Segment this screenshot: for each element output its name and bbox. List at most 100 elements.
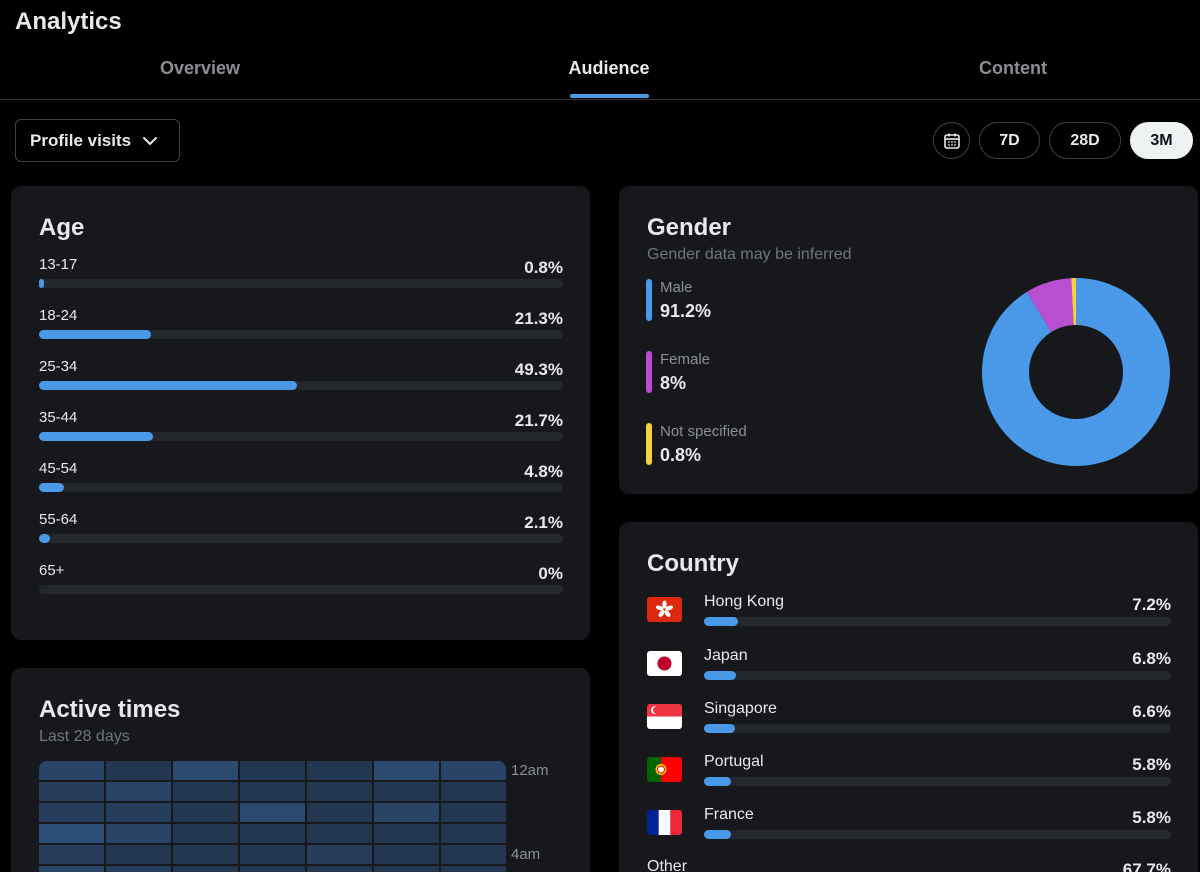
heatmap-cell <box>240 803 305 822</box>
donut-slice-not-specified <box>1071 278 1076 326</box>
country-bar-track <box>704 777 1171 786</box>
active-times-subtitle: Last 28 days <box>39 728 130 745</box>
heatmap-cell <box>39 866 104 872</box>
age-range-label: 18-24 <box>39 307 78 324</box>
heatmap-cell <box>39 824 104 843</box>
heatmap-cell <box>39 845 104 864</box>
age-bar-track <box>39 432 563 441</box>
country-name: Japan <box>704 647 748 664</box>
legend-label: Female <box>660 351 711 368</box>
heatmap-cell <box>106 866 171 872</box>
heatmap-cell <box>441 803 506 822</box>
country-bar-track <box>704 671 1171 680</box>
heatmap-cell <box>106 803 171 822</box>
heatmap-cell <box>374 782 439 801</box>
heatmap-cell <box>173 761 238 780</box>
legend-color-swatch <box>646 351 652 393</box>
country-bar-track <box>704 830 1171 839</box>
age-row: 45-54 4.8% <box>39 460 563 500</box>
country-bar-fill <box>704 617 738 626</box>
heatmap-cell <box>307 803 372 822</box>
heatmap-cell <box>374 803 439 822</box>
age-row: 25-34 49.3% <box>39 358 563 398</box>
age-range-label: 35-44 <box>39 409 78 426</box>
heatmap-cell <box>307 782 372 801</box>
heatmap-cell <box>441 866 506 872</box>
age-row: 55-64 2.1% <box>39 511 563 551</box>
tab-content[interactable]: Content <box>979 58 1047 78</box>
age-row: 18-24 21.3% <box>39 307 563 347</box>
country-bar-fill <box>704 830 732 839</box>
heatmap-cell <box>106 761 171 780</box>
singapore-flag-icon <box>647 704 682 729</box>
heatmap-cell <box>173 866 238 872</box>
country-name: Hong Kong <box>704 593 785 610</box>
heatmap-cell <box>173 782 238 801</box>
active-times-heatmap <box>39 761 506 872</box>
active-times-title: Active times <box>39 696 181 723</box>
tab-audience[interactable]: Audience <box>568 58 650 78</box>
heatmap-cell <box>374 845 439 864</box>
calendar-icon <box>943 133 960 149</box>
legend-value: 0.8% <box>660 445 702 465</box>
tab-overview[interactable]: Overview <box>159 58 241 78</box>
heatmap-cell <box>240 761 305 780</box>
metric-dropdown[interactable]: Profile visits <box>15 119 180 162</box>
age-bar-fill <box>39 381 298 390</box>
chevron-down-icon <box>143 136 158 145</box>
france-flag-icon <box>647 810 682 835</box>
legend-label: Male <box>660 279 693 296</box>
age-range-label: 13-17 <box>39 256 78 273</box>
heatmap-cell <box>441 824 506 843</box>
legend-label: Not specified <box>660 423 747 440</box>
age-row: 65+ 0% <box>39 562 563 602</box>
country-card: Country Hong Kong 7.2% Japan 6.8% <box>619 522 1198 872</box>
country-row-france: France 5.8% <box>647 806 1171 856</box>
country-pct: 6.6% <box>1132 702 1171 721</box>
hour-label-12am: 12am <box>511 762 549 779</box>
country-pct: 67.7% <box>1122 860 1171 872</box>
country-pct: 6.8% <box>1132 649 1171 668</box>
country-bar-fill <box>704 724 735 733</box>
heatmap-cell <box>39 761 104 780</box>
donut-slice-male <box>982 278 1170 466</box>
heatmap-cell <box>173 824 238 843</box>
age-row: 35-44 21.7% <box>39 409 563 449</box>
tab-bar: Overview Audience Content <box>0 50 1200 100</box>
heatmap-cell <box>307 845 372 864</box>
donut-slice-female <box>1026 278 1074 333</box>
country-bar-fill <box>704 671 736 680</box>
heatmap-cell <box>374 866 439 872</box>
age-bar-fill <box>39 432 153 441</box>
range-7d-button[interactable]: 7D <box>979 122 1040 159</box>
age-bar-fill <box>39 330 151 339</box>
range-28d-button[interactable]: 28D <box>1049 122 1121 159</box>
gender-donut-chart <box>982 278 1170 466</box>
heatmap-cell <box>307 824 372 843</box>
heatmap-cell <box>240 845 305 864</box>
country-pct: 7.2% <box>1132 595 1171 614</box>
heatmap-cell <box>106 845 171 864</box>
gender-subtitle: Gender data may be inferred <box>647 246 852 263</box>
country-name: France <box>704 806 754 823</box>
calendar-button[interactable] <box>933 122 970 159</box>
heatmap-cell <box>441 782 506 801</box>
heatmap-cell <box>39 803 104 822</box>
hour-label-4am: 4am <box>511 846 541 863</box>
country-row-hong-kong: Hong Kong 7.2% <box>647 593 1171 643</box>
country-row-japan: Japan 6.8% <box>647 647 1171 697</box>
heatmap-cell <box>374 761 439 780</box>
age-bar-track <box>39 585 563 594</box>
range-3m-button[interactable]: 3M <box>1130 122 1193 159</box>
country-row-portugal: Portugal 5.8% <box>647 753 1171 803</box>
heatmap-cell <box>173 803 238 822</box>
legend-value: 91.2% <box>660 301 712 321</box>
heatmap-cell <box>240 824 305 843</box>
age-bar-track <box>39 279 563 288</box>
heatmap-cell <box>173 845 238 864</box>
heatmap-cell <box>240 782 305 801</box>
heatmap-cell <box>441 761 506 780</box>
age-pct: 21.7% <box>514 411 563 430</box>
metric-dropdown-label: Profile visits <box>30 130 132 150</box>
age-row: 13-17 0.8% <box>39 256 563 296</box>
